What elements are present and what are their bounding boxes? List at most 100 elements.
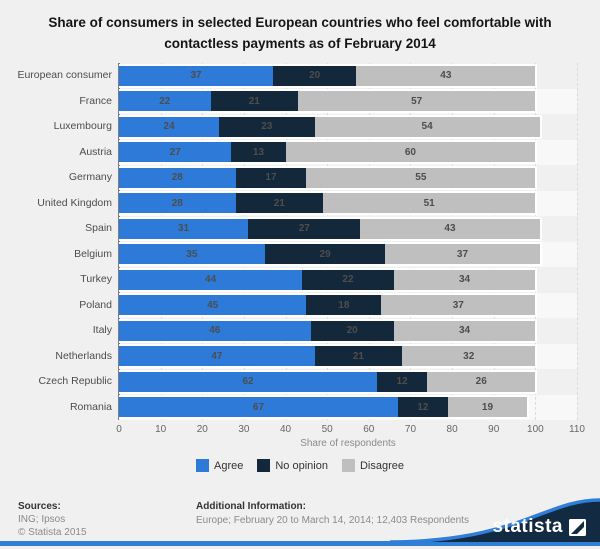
bar-segment-disagree: 43 [356,65,536,86]
x-tick-label: 40 [279,424,292,435]
bar-segment-no-opinion: 18 [306,295,382,316]
bar-value-label: 46 [209,325,221,337]
statista-logo-text: statista [492,516,563,537]
bar-stack: 62 12 26 [119,369,538,394]
x-tick-label: 70 [404,424,417,435]
bar-value-label: 31 [177,223,190,235]
bar-value-label: 27 [298,223,310,235]
row-label: United Kingdom [37,196,112,209]
legend-label: Disagree [359,459,404,472]
bar-value-label: 37 [456,248,469,260]
bar-segment-agree: 24 [119,116,219,137]
brand-wave [390,500,600,542]
x-tick-label: 10 [155,424,167,435]
bar-value-label: 29 [319,248,331,260]
bar-value-label: 67 [252,401,265,413]
bar-value-label: 32 [463,350,475,362]
bar-value-label: 20 [309,70,321,82]
bar-value-label: 21 [248,95,260,107]
row-label: Belgium [74,247,112,260]
legend-label: Agree [214,459,244,472]
row-label: Austria [79,145,112,158]
bar-segment-no-opinion: 22 [302,269,394,290]
row-label: Czech Republic [38,375,112,387]
row-label: Poland [79,298,112,311]
legend-item-no-opinion: No opinion [257,459,328,472]
additional-info-text: Europe; February 20 to March 14, 2014; 1… [196,515,469,526]
x-tick-label: 50 [321,424,333,435]
row-label: Spain [85,222,112,234]
legend-swatch [341,459,355,472]
bar-value-label: 44 [205,274,217,286]
bar-value-label: 51 [423,197,435,209]
sources-label: Sources: [18,501,61,512]
gridline [493,63,495,420]
bar-segment-agree: 28 [119,193,236,214]
copyright-text: © Statista 2015 [18,527,87,538]
bar-segment-no-opinion: 29 [264,244,386,265]
bar-value-label: 45 [207,299,219,311]
bar-segment-agree: 27 [119,142,232,163]
bar-value-label: 43 [444,223,456,235]
row-label: Germany [68,171,112,183]
bar-value-label: 37 [190,70,202,82]
footer-brand-band [0,498,600,546]
bar-segment-disagree: 19 [447,397,527,418]
gridline [410,63,412,420]
bar-value-label: 34 [459,325,471,337]
gridline [202,63,204,420]
bar-segment-no-opinion: 20 [273,65,357,86]
legend-label: No opinion [275,459,328,472]
bar-value-label: 20 [346,325,358,337]
bar-value-label: 23 [261,121,273,133]
row-label: France [79,94,112,107]
bar-segment-disagree: 34 [393,269,536,290]
bar-value-label: 54 [421,121,433,133]
bar-value-label: 21 [352,350,364,362]
bar-segment-disagree: 32 [402,346,536,367]
category-labels: European consumer France Luxembourg Austria… [0,63,112,420]
bar-value-label: 57 [411,95,423,107]
bar-segment-disagree: 37 [381,295,536,316]
statista-logo-icon [569,518,586,536]
x-tick-label: 90 [488,424,500,435]
x-tick-label: 80 [446,424,458,435]
bar-segment-agree: 47 [119,346,315,367]
bar-value-label: 35 [186,248,198,260]
bar-stack: 47 21 32 [119,344,538,369]
brand-wave-edge [389,498,600,544]
bar-stack: 28 17 55 [119,165,538,190]
bar-segment-disagree: 55 [306,167,536,188]
bar-value-label: 43 [440,70,452,82]
gridline [243,63,245,420]
bar-stack: 31 27 43 [119,216,542,241]
bar-value-label: 28 [171,172,183,184]
x-tick-label: 110 [569,424,585,435]
x-tick-label: 60 [363,424,375,435]
bar-segment-disagree: 60 [285,142,536,163]
bar-segment-agree: 45 [119,295,307,316]
bottom-stripe [0,541,600,546]
bar-segment-agree: 35 [119,244,265,265]
bar-segment-no-opinion: 17 [235,167,307,188]
chart-title: Share of consumers in selected European … [48,15,552,51]
bar-value-label: 26 [475,376,487,388]
legend-swatch [257,459,271,472]
bar-stack: 35 29 37 [119,242,542,267]
legend-item-disagree: Disagree [341,459,404,472]
legend: Agree No opinion Disagree [0,459,600,472]
bar-stack: 37 20 43 [119,63,538,88]
row-label: Turkey [80,273,112,285]
row-label: European consumer [17,69,112,81]
plot-bars: 37 20 43 22 21 57 24 23 54 27 13 60 28 17 55 28 21 51 31 27… [119,63,577,420]
bar-value-label: 27 [169,146,181,158]
bar-value-label: 18 [338,299,350,311]
sources-block: Sources: ING; Ipsos © Statista 2015 [18,500,87,539]
bar-segment-agree: 67 [119,397,398,418]
x-axis-ticks: 0 10 20 30 40 50 60 70 80 90 100 110 [116,424,585,436]
bar-segment-no-opinion: 13 [231,142,286,163]
bar-segment-disagree: 57 [298,91,536,112]
bar-value-label: 37 [452,299,464,311]
gridline [327,63,329,420]
bar-value-label: 22 [159,95,171,107]
